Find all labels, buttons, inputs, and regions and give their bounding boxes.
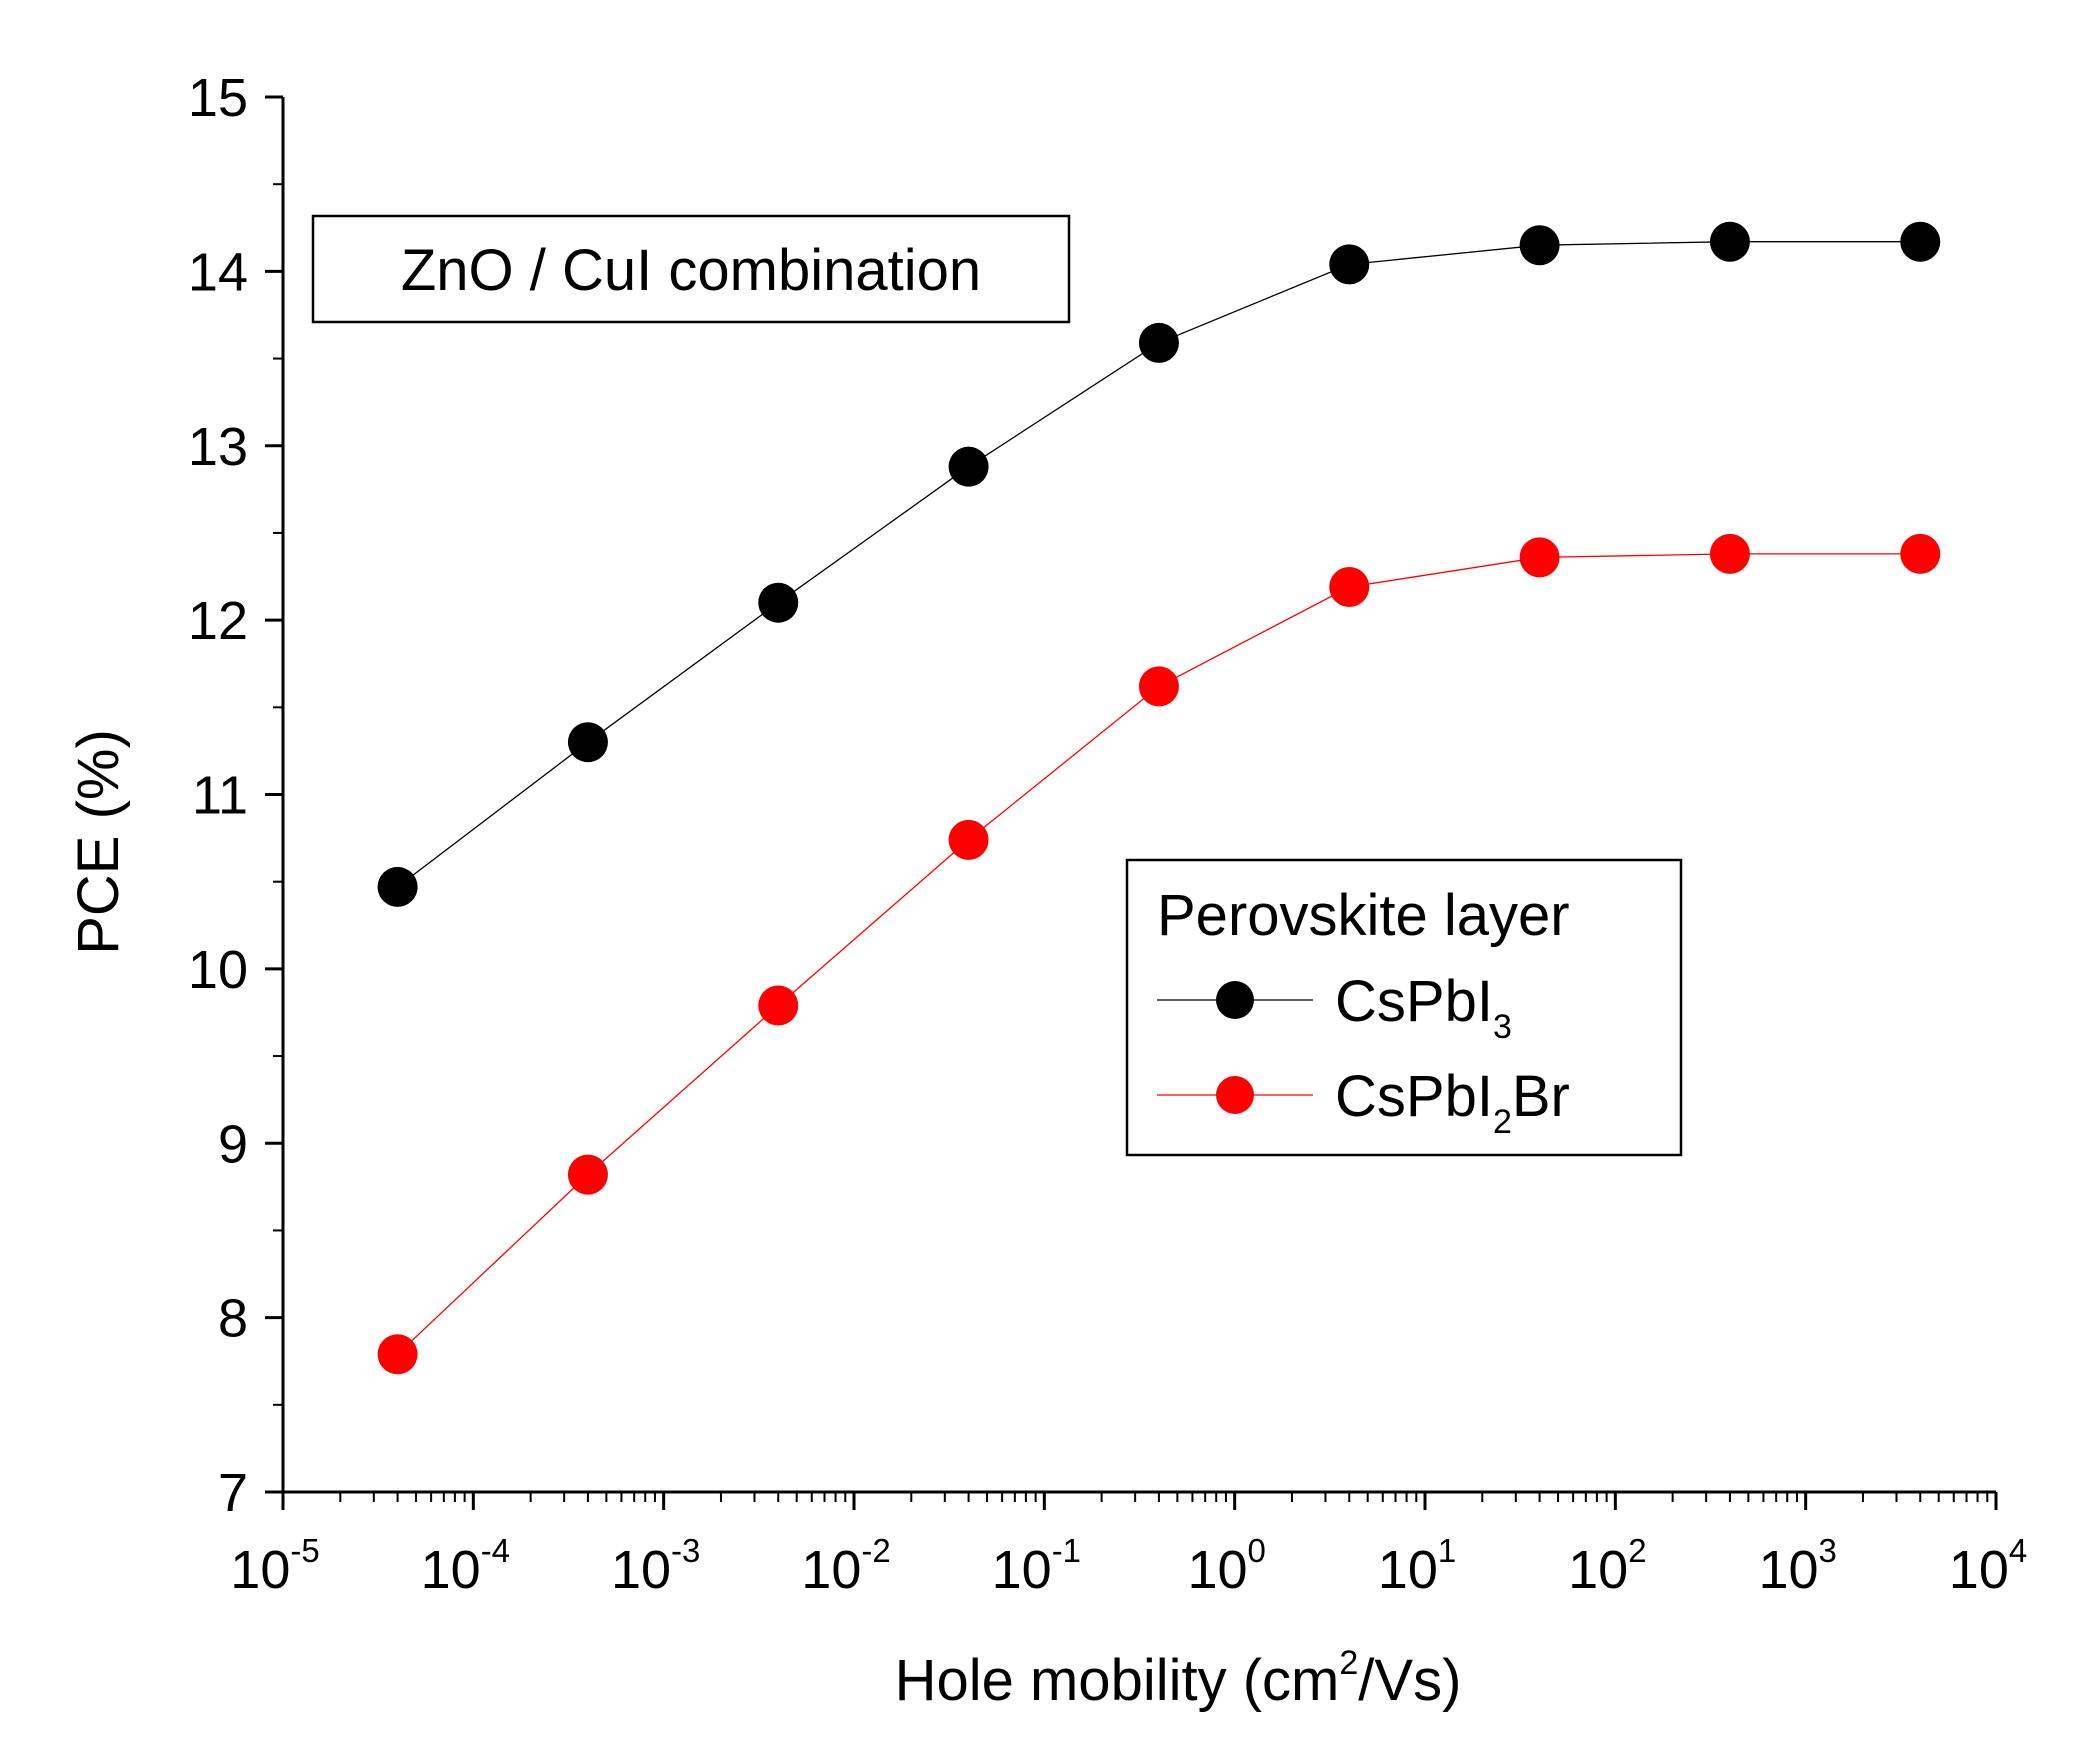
x-tick-base: 10 [1187,1540,1247,1600]
x-tick-label: 104 [1949,1532,2027,1600]
x-tick-label: 10-2 [801,1532,890,1600]
y-tick-label: 15 [188,68,248,128]
legend: Perovskite layer CsPbI3 CsPbI2Br [1125,858,1683,1157]
x-tick-base: 10 [992,1540,1052,1600]
annotation-text: ZnO / CuI combination [401,238,981,303]
x-tick-exponent: 0 [1248,1532,1266,1569]
data-point-cspbi3 [1900,221,1941,262]
data-point-cspbi3 [1138,322,1179,363]
legend-label-cspbi3-main: CsPbI [1335,969,1493,1034]
x-tick-label: 10-5 [230,1532,319,1600]
x-axis-title-end: /Vs) [1358,1648,1461,1713]
x-axis-title-main: Hole mobility (cm [895,1648,1340,1713]
x-tick-base: 10 [230,1540,290,1600]
data-point-cspbi2br [948,819,989,860]
x-tick-base: 10 [1949,1540,2009,1600]
legend-marker-cspbi3 [1216,981,1254,1019]
legend-label-cspbi2br-end: Br [1512,1064,1570,1129]
x-tick-exponent: 1 [1438,1532,1456,1569]
data-point-cspbi3 [1329,244,1370,285]
data-point-cspbi3 [1519,225,1560,266]
y-tick-label: 7 [218,1463,248,1523]
x-tick-label: 103 [1758,1532,1836,1600]
annotation-frame [311,214,1071,324]
x-axis-title-sup: 2 [1339,1644,1358,1682]
data-point-cspbi2br [1138,666,1179,707]
data-point-cspbi2br [1329,566,1370,607]
x-tick-base: 10 [1378,1540,1438,1600]
x-tick-label: 10-3 [611,1532,700,1600]
x-tick-label: 10-1 [992,1532,1081,1600]
x-tick-label: 101 [1378,1532,1456,1600]
x-axis: 10-5 10-4 10-3 10-2 10-1 100 101 102 103 104 [230,1490,2027,1600]
annotation-box: ZnO / CuI combination [311,214,1071,324]
data-point-cspbi2br [758,985,799,1026]
x-tick-base: 10 [421,1540,481,1600]
x-tick-label: 10-4 [421,1532,510,1600]
x-tick-exponent: 2 [1628,1532,1646,1569]
x-tick-label: 100 [1187,1532,1265,1600]
data-point-cspbi3 [567,722,608,763]
data-point-cspbi3 [1709,221,1750,262]
y-tick-label: 14 [188,242,248,302]
x-tick-base: 10 [1568,1540,1628,1600]
legend-label-cspbi2br-main: CsPbI [1335,1064,1493,1129]
data-point-cspbi3 [758,582,799,623]
legend-label-cspbi3-sub: 3 [1493,1008,1512,1046]
x-tick-base: 10 [801,1540,861,1600]
x-tick-exponent: 3 [1819,1532,1837,1569]
x-tick-exponent: -5 [290,1532,319,1569]
data-point-cspbi3 [377,866,418,907]
data-point-cspbi2br [1900,533,1941,574]
x-tick-exponent: 4 [2009,1532,2027,1569]
data-point-cspbi2br [1519,537,1560,578]
x-axis-title: Hole mobility (cm2/Vs) [895,1644,1462,1713]
y-tick-label: 8 [218,1289,248,1349]
y-tick-label: 10 [188,940,248,1000]
y-tick-label: 9 [218,1114,248,1174]
y-tick-label: 11 [192,766,248,826]
y-axis-title: PCE (%) [66,729,131,955]
x-tick-exponent: -3 [671,1532,700,1569]
x-tick-base: 10 [1758,1540,1818,1600]
x-tick-label: 102 [1568,1532,1646,1600]
x-tick-exponent: -1 [1052,1532,1081,1569]
legend-marker-cspbi2br [1216,1076,1254,1114]
legend-label-cspbi2br: CsPbI2Br [1335,1064,1570,1141]
y-tick-label: 12 [188,591,248,651]
y-axis: 7 8 9 10 11 12 13 14 15 [188,68,285,1523]
x-tick-exponent: -2 [861,1532,890,1569]
x-tick-exponent: -4 [481,1532,510,1569]
data-point-cspbi3 [948,446,989,487]
data-point-cspbi2br [567,1154,608,1195]
legend-label-cspbi3: CsPbI3 [1335,969,1512,1046]
legend-title: Perovskite layer [1157,883,1570,948]
series-points [377,221,1941,1375]
legend-label-cspbi2br-sub: 2 [1493,1103,1512,1141]
x-tick-base: 10 [611,1540,671,1600]
data-point-cspbi2br [1709,533,1750,574]
y-tick-label: 13 [188,417,248,477]
data-point-cspbi2br [377,1334,418,1375]
